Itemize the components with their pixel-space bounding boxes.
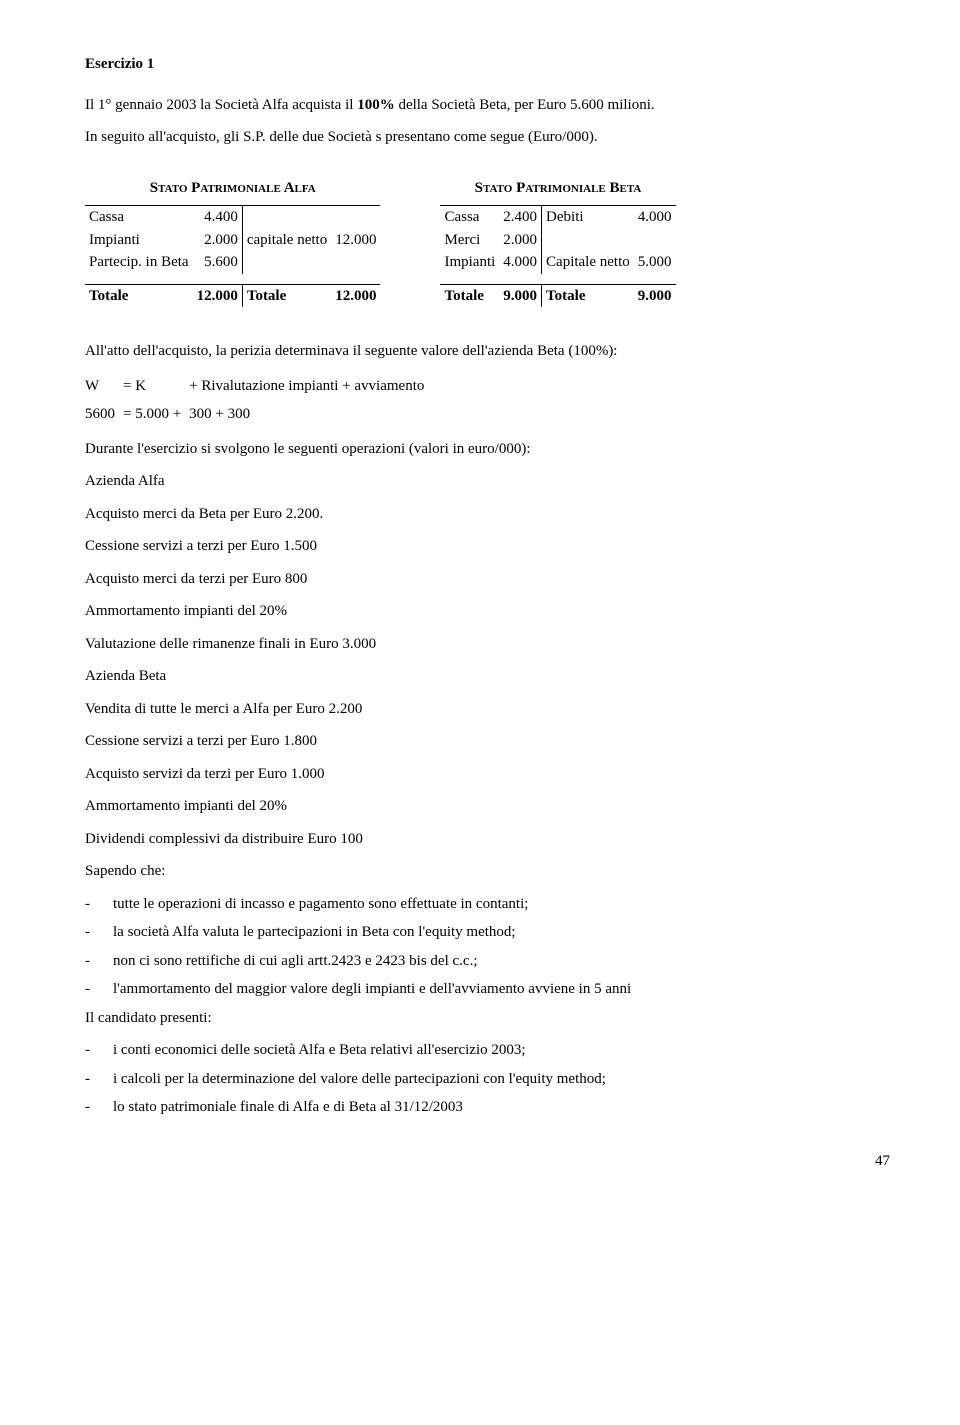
presenti-header: Il candidato presenti: bbox=[85, 1004, 890, 1033]
alfa-r3-rv bbox=[331, 251, 380, 274]
request-1: i conti economici delle società Alfa e B… bbox=[85, 1036, 890, 1065]
alfa-r1-lv: 4.400 bbox=[193, 206, 243, 229]
beta-r1-lv: 2.400 bbox=[499, 206, 541, 229]
intro-1-post: della Società Beta, per Euro 5.600 milio… bbox=[395, 97, 655, 113]
eq1-a: W bbox=[85, 372, 123, 401]
alfa-tot-rv: 12.000 bbox=[331, 284, 380, 307]
alfa-r3-lv: 5.600 bbox=[193, 251, 243, 274]
requests-list: i conti economici delle società Alfa e B… bbox=[85, 1036, 890, 1122]
beta-r3-lv: 4.000 bbox=[499, 251, 541, 274]
beta-r2-rv bbox=[634, 229, 676, 252]
intro-1-pre: Il 1° gennaio 2003 la Società Alfa acqui… bbox=[85, 97, 357, 113]
alfa-op-4: Ammortamento impianti del 20% bbox=[85, 597, 890, 626]
eq2-a: 5600 bbox=[85, 400, 123, 429]
beta-tot-rv: 9.000 bbox=[634, 284, 676, 307]
beta-r3-rv: 5.000 bbox=[634, 251, 676, 274]
alfa-r1-l: Cassa bbox=[85, 206, 193, 229]
beta-op-1: Vendita di tutte le merci a Alfa per Eur… bbox=[85, 695, 890, 724]
beta-op-4: Ammortamento impianti del 20% bbox=[85, 792, 890, 821]
request-3: lo stato patrimoniale finale di Alfa e d… bbox=[85, 1093, 890, 1122]
alfa-r2-rv: 12.000 bbox=[331, 229, 380, 252]
beta-r1-rv: 4.000 bbox=[634, 206, 676, 229]
alfa-r2-lv: 2.000 bbox=[193, 229, 243, 252]
alfa-r2-l: Impianti bbox=[85, 229, 193, 252]
beta-r2-l: Merci bbox=[440, 229, 499, 252]
intro-line-1: Il 1° gennaio 2003 la Società Alfa acqui… bbox=[85, 91, 890, 120]
condition-2: la società Alfa valuta le partecipazioni… bbox=[85, 918, 890, 947]
eq1-c: + Rivalutazione impianti + avviamento bbox=[189, 372, 432, 401]
eq1-b: = K bbox=[123, 372, 189, 401]
equation-table: W = K + Rivalutazione impianti + avviame… bbox=[85, 372, 432, 429]
alfa-op-5: Valutazione delle rimanenze finali in Eu… bbox=[85, 630, 890, 659]
beta-r2-lv: 2.000 bbox=[499, 229, 541, 252]
alfa-op-3: Acquisto merci da terzi per Euro 800 bbox=[85, 565, 890, 594]
exercise-title: Esercizio 1 bbox=[85, 50, 890, 79]
perizia-text: All'atto dell'acquisto, la perizia deter… bbox=[85, 337, 890, 366]
alfa-tot-l: Totale bbox=[85, 284, 193, 307]
eq2-b: = 5.000 + bbox=[123, 400, 189, 429]
beta-r3-r: Capitale netto bbox=[542, 251, 634, 274]
alfa-balance-table: Stato Patrimoniale Alfa Cassa 4.400 Impi… bbox=[85, 177, 380, 308]
alfa-table-header: Stato Patrimoniale Alfa bbox=[85, 177, 380, 206]
alfa-r1-r bbox=[242, 206, 331, 229]
beta-balance-table: Stato Patrimoniale Beta Cassa 2.400 Debi… bbox=[440, 177, 675, 308]
beta-tot-lv: 9.000 bbox=[499, 284, 541, 307]
alfa-tot-lv: 12.000 bbox=[193, 284, 243, 307]
alfa-ops-header: Azienda Alfa bbox=[85, 467, 890, 496]
sapendo-header: Sapendo che: bbox=[85, 857, 890, 886]
alfa-r2-r: capitale netto bbox=[242, 229, 331, 252]
alfa-op-2: Cessione servizi a terzi per Euro 1.500 bbox=[85, 532, 890, 561]
conditions-list: tutte le operazioni di incasso e pagamen… bbox=[85, 890, 890, 1004]
beta-op-2: Cessione servizi a terzi per Euro 1.800 bbox=[85, 727, 890, 756]
page-number: 47 bbox=[85, 1147, 890, 1176]
beta-tot-r: Totale bbox=[542, 284, 634, 307]
alfa-op-1: Acquisto merci da Beta per Euro 2.200. bbox=[85, 500, 890, 529]
durante-text: Durante l'esercizio si svolgono le segue… bbox=[85, 435, 890, 464]
condition-4: l'ammortamento del maggior valore degli … bbox=[85, 975, 890, 1004]
alfa-r3-r bbox=[242, 251, 331, 274]
intro-line-2: In seguito all'acquisto, gli S.P. delle … bbox=[85, 123, 890, 152]
alfa-r1-rv bbox=[331, 206, 380, 229]
alfa-r3-l: Partecip. in Beta bbox=[85, 251, 193, 274]
intro-1-bold: 100% bbox=[357, 97, 395, 113]
balance-tables-row: Stato Patrimoniale Alfa Cassa 4.400 Impi… bbox=[85, 177, 890, 308]
beta-ops-header: Azienda Beta bbox=[85, 662, 890, 691]
condition-1: tutte le operazioni di incasso e pagamen… bbox=[85, 890, 890, 919]
beta-tot-l: Totale bbox=[440, 284, 499, 307]
eq2-c: 300 + 300 bbox=[189, 400, 432, 429]
condition-3: non ci sono rettifiche di cui agli artt.… bbox=[85, 947, 890, 976]
beta-table-header: Stato Patrimoniale Beta bbox=[440, 177, 675, 206]
request-2: i calcoli per la determinazione del valo… bbox=[85, 1065, 890, 1094]
beta-op-5: Dividendi complessivi da distribuire Eur… bbox=[85, 825, 890, 854]
beta-r1-l: Cassa bbox=[440, 206, 499, 229]
beta-op-3: Acquisto servizi da terzi per Euro 1.000 bbox=[85, 760, 890, 789]
beta-r2-r bbox=[542, 229, 634, 252]
beta-r3-l: Impianti bbox=[440, 251, 499, 274]
alfa-tot-r: Totale bbox=[242, 284, 331, 307]
beta-r1-r: Debiti bbox=[542, 206, 634, 229]
